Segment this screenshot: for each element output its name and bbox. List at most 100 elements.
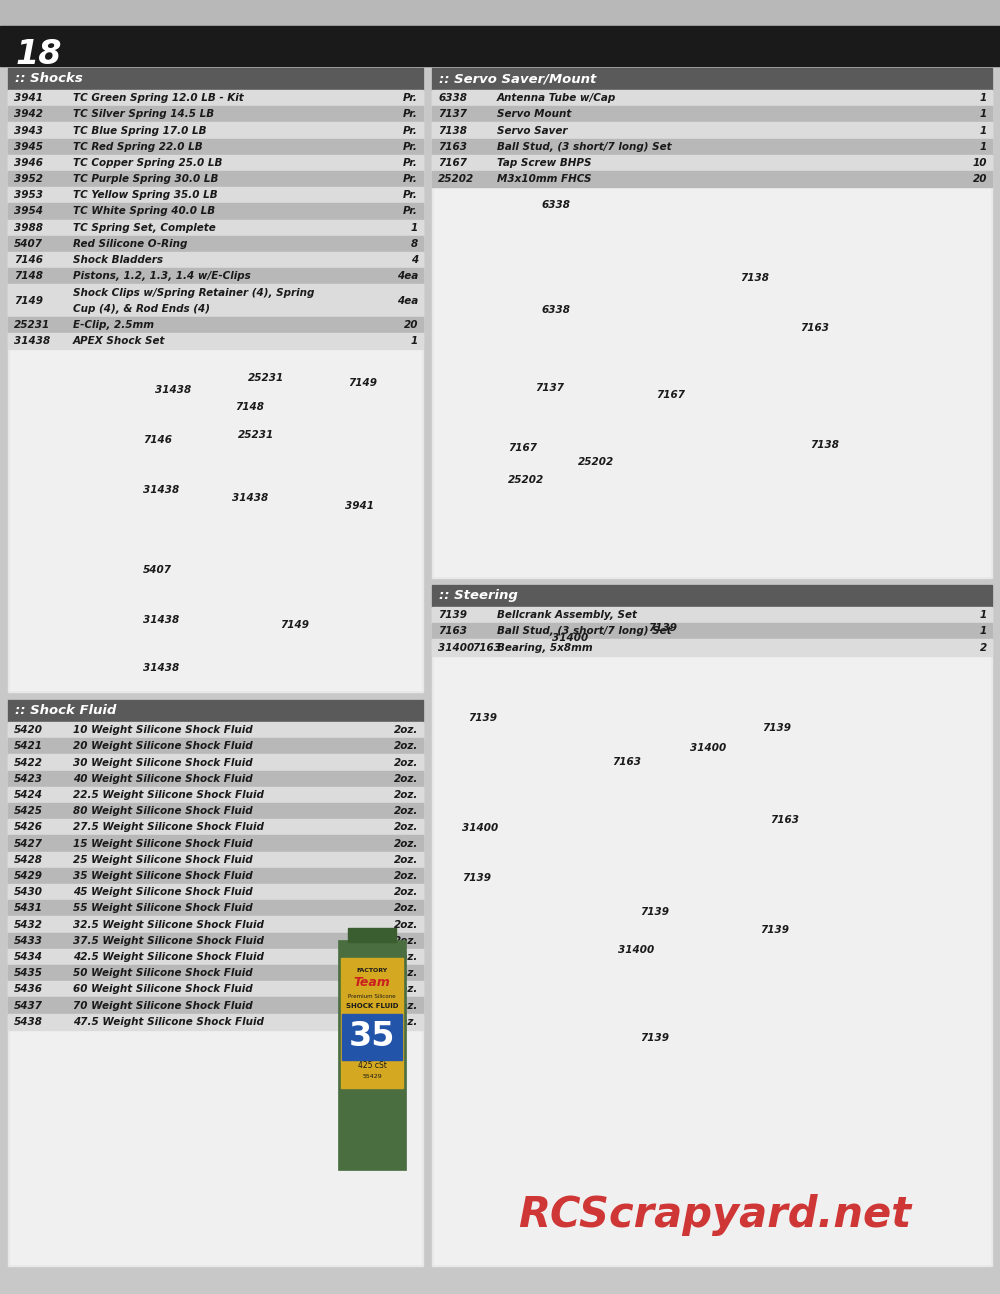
Text: Pr.: Pr. xyxy=(403,126,418,136)
Bar xyxy=(432,106,992,123)
Bar xyxy=(8,998,423,1013)
Text: 20: 20 xyxy=(404,320,418,330)
Text: 5437: 5437 xyxy=(14,1000,43,1011)
Text: 7163: 7163 xyxy=(438,626,467,637)
Text: 2oz.: 2oz. xyxy=(394,936,418,946)
Text: 2oz.: 2oz. xyxy=(394,822,418,832)
Text: Pr.: Pr. xyxy=(403,142,418,151)
Bar xyxy=(8,700,423,722)
Text: 7167: 7167 xyxy=(508,443,537,453)
Text: FACTORY: FACTORY xyxy=(356,968,388,973)
Bar xyxy=(8,901,423,916)
Text: 31438: 31438 xyxy=(143,485,179,496)
Bar xyxy=(0,26,1000,66)
Text: TC White Spring 40.0 LB: TC White Spring 40.0 LB xyxy=(73,207,215,216)
Text: Pistons, 1.2, 1.3, 1.4 w/E-Clips: Pistons, 1.2, 1.3, 1.4 w/E-Clips xyxy=(73,272,251,281)
Text: 5420: 5420 xyxy=(14,725,43,735)
Text: 2oz.: 2oz. xyxy=(394,839,418,849)
Bar xyxy=(8,69,423,91)
Bar xyxy=(8,203,423,220)
Text: 20: 20 xyxy=(972,175,987,184)
Text: Bearing, 5x8mm: Bearing, 5x8mm xyxy=(497,643,593,652)
Text: 30 Weight Silicone Shock Fluid: 30 Weight Silicone Shock Fluid xyxy=(73,757,253,767)
Text: 31400: 31400 xyxy=(552,633,588,643)
Text: 7137: 7137 xyxy=(438,109,467,119)
Text: 2oz.: 2oz. xyxy=(394,920,418,929)
Bar xyxy=(432,91,992,106)
Text: 7137: 7137 xyxy=(535,383,564,393)
Text: TC Spring Set, Complete: TC Spring Set, Complete xyxy=(73,223,216,233)
Text: 3941: 3941 xyxy=(345,501,374,511)
Text: 7139: 7139 xyxy=(760,925,789,936)
Text: Pr.: Pr. xyxy=(403,93,418,104)
Text: Team: Team xyxy=(354,977,390,990)
Text: 7139: 7139 xyxy=(438,609,467,620)
Text: 31400: 31400 xyxy=(618,945,654,955)
Text: 27.5 Weight Silicone Shock Fluid: 27.5 Weight Silicone Shock Fluid xyxy=(73,822,264,832)
Text: 31400: 31400 xyxy=(438,643,474,652)
Text: M3x10mm FHCS: M3x10mm FHCS xyxy=(497,175,592,184)
Text: TC Purple Spring 30.0 LB: TC Purple Spring 30.0 LB xyxy=(73,175,218,184)
Text: 40 Weight Silicone Shock Fluid: 40 Weight Silicone Shock Fluid xyxy=(73,774,253,784)
Text: TC Silver Spring 14.5 LB: TC Silver Spring 14.5 LB xyxy=(73,109,214,119)
Bar xyxy=(8,965,423,981)
Bar xyxy=(342,1014,402,1060)
Text: 22.5 Weight Silicone Shock Fluid: 22.5 Weight Silicone Shock Fluid xyxy=(73,789,264,800)
Text: 5423: 5423 xyxy=(14,774,43,784)
Text: 2oz.: 2oz. xyxy=(394,968,418,978)
Text: 6338: 6338 xyxy=(438,93,467,104)
Text: 2oz.: 2oz. xyxy=(394,952,418,961)
Text: 2oz.: 2oz. xyxy=(394,725,418,735)
Text: 55429: 55429 xyxy=(362,1074,382,1079)
Text: 1: 1 xyxy=(980,142,987,151)
Text: 31400: 31400 xyxy=(690,743,726,753)
Bar xyxy=(432,69,992,91)
Text: Ball Stud, (3 short/7 long) Set: Ball Stud, (3 short/7 long) Set xyxy=(497,142,672,151)
Text: 1: 1 xyxy=(980,126,987,136)
Text: 80 Weight Silicone Shock Fluid: 80 Weight Silicone Shock Fluid xyxy=(73,806,253,817)
Text: 1: 1 xyxy=(980,626,987,637)
Text: Pr.: Pr. xyxy=(403,190,418,201)
Text: 31438: 31438 xyxy=(14,336,50,345)
Text: TC Green Spring 12.0 LB - Kit: TC Green Spring 12.0 LB - Kit xyxy=(73,93,244,104)
Text: 31400: 31400 xyxy=(462,823,498,833)
Bar xyxy=(432,171,992,188)
Text: Pr.: Pr. xyxy=(403,175,418,184)
Bar xyxy=(10,349,421,690)
Text: 3942: 3942 xyxy=(14,109,43,119)
Bar xyxy=(8,916,423,933)
Bar xyxy=(8,138,423,155)
Text: 5434: 5434 xyxy=(14,952,43,961)
Bar xyxy=(8,123,423,138)
Text: 7167: 7167 xyxy=(656,389,685,400)
Text: Bellcrank Assembly, Set: Bellcrank Assembly, Set xyxy=(497,609,637,620)
Text: 2oz.: 2oz. xyxy=(394,1017,418,1026)
Text: Tap Screw BHPS: Tap Screw BHPS xyxy=(497,158,592,168)
Text: 5425: 5425 xyxy=(14,806,43,817)
Text: :: Shock Fluid: :: Shock Fluid xyxy=(15,704,116,717)
Bar xyxy=(8,884,423,901)
Bar xyxy=(434,188,990,576)
Text: 25231: 25231 xyxy=(248,373,284,383)
Bar xyxy=(8,171,423,188)
Text: 15 Weight Silicone Shock Fluid: 15 Weight Silicone Shock Fluid xyxy=(73,839,253,849)
Text: 47.5 Weight Silicone Shock Fluid: 47.5 Weight Silicone Shock Fluid xyxy=(73,1017,264,1026)
Text: 2oz.: 2oz. xyxy=(394,774,418,784)
Text: 35 Weight Silicone Shock Fluid: 35 Weight Silicone Shock Fluid xyxy=(73,871,253,881)
Text: 7149: 7149 xyxy=(348,378,377,388)
Bar xyxy=(8,949,423,965)
Text: 7146: 7146 xyxy=(143,435,172,445)
Bar xyxy=(432,69,992,578)
Bar xyxy=(8,851,423,868)
Text: 7163: 7163 xyxy=(612,757,641,767)
Text: SHOCK FLUID: SHOCK FLUID xyxy=(346,1003,398,1009)
Bar xyxy=(341,958,403,1088)
Text: 7149: 7149 xyxy=(14,295,43,305)
Text: 7139: 7139 xyxy=(640,1033,669,1043)
Text: 18: 18 xyxy=(16,38,62,70)
Text: 5429: 5429 xyxy=(14,871,43,881)
Text: 7163: 7163 xyxy=(438,142,467,151)
Text: Antenna Tube w/Cap: Antenna Tube w/Cap xyxy=(497,93,616,104)
Text: 42.5 Weight Silicone Shock Fluid: 42.5 Weight Silicone Shock Fluid xyxy=(73,952,264,961)
Text: 32.5 Weight Silicone Shock Fluid: 32.5 Weight Silicone Shock Fluid xyxy=(73,920,264,929)
